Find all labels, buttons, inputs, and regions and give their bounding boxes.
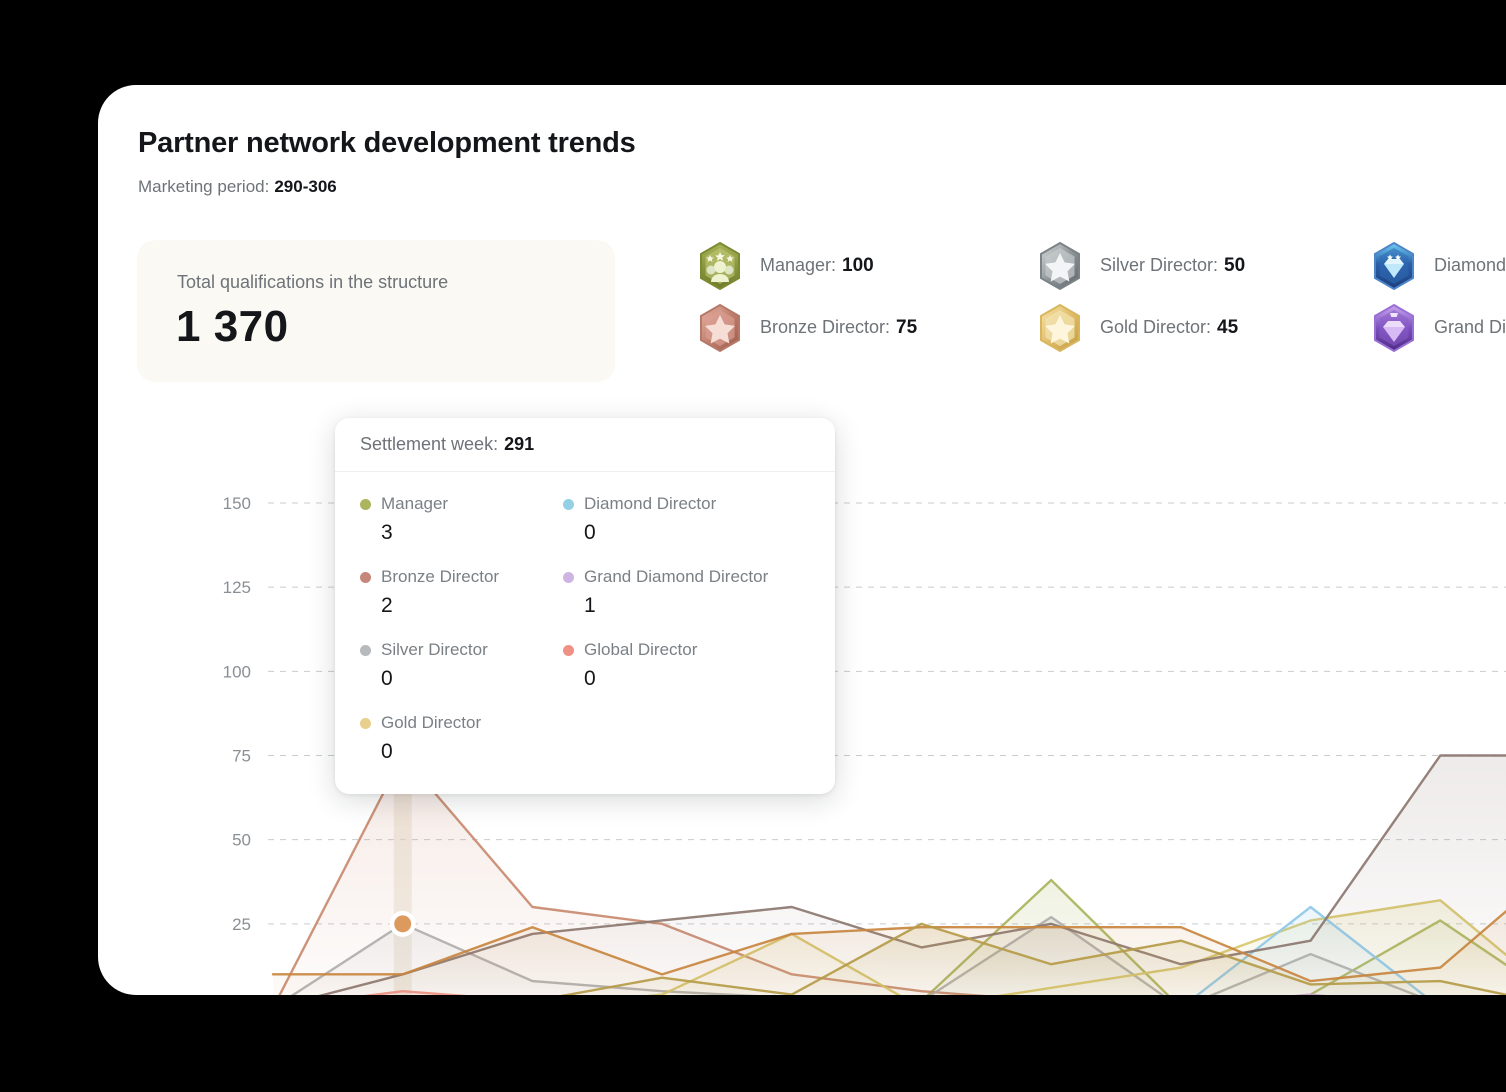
rank-label-bronze-director: Bronze Director: 75	[760, 317, 917, 339]
series-color-dot	[360, 571, 371, 583]
tooltip-item: Silver Director 0	[360, 640, 563, 691]
rank-name: Diamond Director:	[1434, 255, 1506, 275]
rank-item-diamond-director[interactable]: Diamond Director:30	[1368, 235, 1506, 297]
marketing-period-value: 290-306	[274, 177, 337, 196]
tooltip-item: Bronze Director 2	[360, 567, 563, 618]
series-color-dot	[360, 717, 371, 729]
manager-badge-icon	[694, 240, 746, 292]
rank-legend: Manager: 100 Silver Director: 50	[694, 235, 1506, 385]
series-line[interactable]	[271, 857, 1506, 996]
hover-data-point[interactable]	[394, 915, 412, 933]
tooltip-item-name: Gold Director	[381, 713, 482, 732]
rank-name: Manager:	[760, 255, 837, 275]
y-axis-tick: 75	[232, 747, 251, 766]
tooltip-item-name: Global Director	[584, 640, 698, 659]
tooltip-item-value: 3	[381, 521, 393, 544]
tooltip-item: Grand Diamond Director 1	[563, 567, 810, 618]
series-line[interactable]	[273, 922, 1506, 995]
y-axis-tick: 150	[223, 494, 251, 513]
tooltip-week-label: Settlement week:	[360, 434, 499, 454]
tooltip-item-value: 0	[584, 667, 596, 690]
series-color-dot	[563, 644, 574, 656]
rank-value: 75	[896, 317, 918, 338]
rank-label-diamond-director: Diamond Director:30	[1434, 255, 1506, 277]
tooltip-series-list: Manager 3 Diamond Director 0 Bronze Director…	[335, 472, 835, 764]
y-axis-tick: 100	[223, 662, 251, 681]
tooltip-item-name: Bronze Director	[381, 567, 500, 586]
series-color-dot	[360, 498, 371, 510]
y-axis-tick: 50	[232, 831, 251, 850]
total-qualifications-label: Total qualifications in the structure	[177, 272, 449, 292]
rank-value: 100	[842, 255, 874, 276]
diamond-director-badge-icon	[1368, 240, 1420, 292]
total-qualifications-value: 1 370	[176, 302, 289, 351]
chart-tooltip: Settlement week: 291 Manager 3 Diamond Dire…	[335, 418, 835, 794]
tooltip-item-name: Silver Director	[381, 640, 488, 659]
series-area	[566, 923, 1506, 995]
gold-director-badge-icon	[1034, 302, 1086, 354]
y-axis-tick: 25	[232, 915, 251, 934]
tooltip-item-value: 0	[381, 740, 393, 763]
tooltip-item-value: 1	[584, 594, 596, 617]
series-area	[323, 755, 1506, 995]
tooltip-week-value: 291	[504, 434, 535, 454]
rank-name: Silver Director:	[1100, 255, 1219, 275]
rank-item-silver-director[interactable]: Silver Director: 50	[1034, 235, 1368, 297]
rank-label-grand-diamond-director: Grand Diamond Director:20	[1434, 317, 1506, 339]
tooltip-item-value: 0	[584, 521, 596, 544]
trends-card: Partner network development trends Marke…	[98, 85, 1506, 995]
silver-director-badge-icon	[1034, 240, 1086, 292]
rank-value: 50	[1224, 255, 1246, 276]
rank-label-gold-director: Gold Director: 45	[1100, 317, 1238, 339]
rank-name: Gold Director:	[1100, 317, 1212, 337]
series-color-dot	[563, 571, 574, 583]
tooltip-item-value: 0	[381, 667, 393, 690]
y-axis-tick: 125	[223, 578, 251, 597]
series-color-dot	[360, 644, 371, 656]
tooltip-item-value: 2	[381, 594, 393, 617]
series-line[interactable]	[273, 754, 1506, 996]
trends-chart[interactable]: 0255075100125150290291292293294295296297…	[98, 403, 1506, 995]
rank-item-bronze-director[interactable]: Bronze Director: 75	[694, 297, 1034, 359]
tooltip-item-name: Manager	[381, 494, 449, 513]
page-title: Partner network development trends	[138, 127, 636, 159]
tooltip-item: Diamond Director 0	[563, 494, 810, 545]
grand-diamond-director-badge-icon	[1368, 302, 1420, 354]
tooltip-item: Gold Director 0	[360, 713, 563, 764]
rank-name: Grand Diamond Director:	[1434, 317, 1506, 337]
rank-item-gold-director[interactable]: Gold Director: 45	[1034, 297, 1368, 359]
total-qualifications-card: Total qualifications in the structure 1 …	[137, 240, 615, 382]
bronze-director-badge-icon	[694, 302, 746, 354]
rank-name: Bronze Director:	[760, 317, 891, 337]
rank-label-manager: Manager: 100	[760, 255, 874, 277]
tooltip-item-name: Grand Diamond Director	[584, 567, 769, 586]
tooltip-item: Global Director 0	[563, 640, 810, 691]
rank-item-grand-diamond-director[interactable]: Grand Diamond Director:20	[1368, 297, 1506, 359]
tooltip-item: Manager 3	[360, 494, 563, 545]
marketing-period: Marketing period: 290-306	[138, 177, 337, 197]
rank-label-silver-director: Silver Director: 50	[1100, 255, 1245, 277]
marketing-period-label: Marketing period:	[138, 177, 270, 196]
rank-value: 45	[1217, 317, 1239, 338]
tooltip-item-name: Diamond Director	[584, 494, 717, 513]
trends-chart-svg[interactable]: 0255075100125150290291292293294295296297…	[98, 403, 1506, 995]
tooltip-header: Settlement week: 291	[335, 418, 835, 472]
series-color-dot	[563, 498, 574, 510]
rank-item-manager[interactable]: Manager: 100	[694, 235, 1034, 297]
